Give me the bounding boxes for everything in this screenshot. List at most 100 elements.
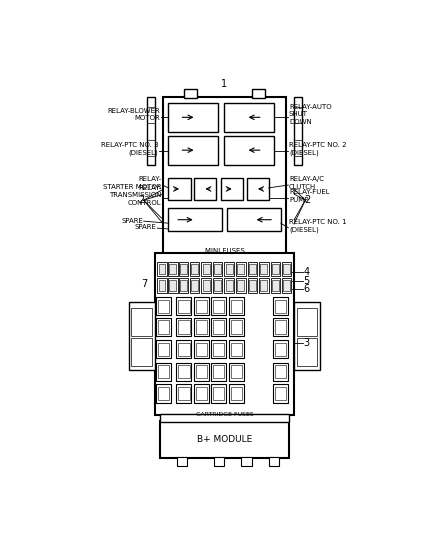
Bar	[229, 363, 244, 381]
Bar	[237, 264, 244, 274]
Bar	[236, 278, 246, 293]
Bar	[294, 97, 302, 165]
Bar	[176, 363, 191, 381]
Bar	[201, 278, 211, 293]
Bar	[169, 208, 222, 231]
Bar	[275, 387, 286, 400]
Bar	[157, 262, 167, 276]
Bar	[180, 264, 187, 274]
Bar	[159, 280, 166, 290]
Bar	[268, 457, 279, 466]
Bar	[196, 343, 207, 356]
Bar	[230, 343, 242, 356]
Text: 2: 2	[304, 195, 311, 205]
Bar	[213, 320, 224, 334]
Bar	[203, 280, 209, 290]
Bar	[259, 262, 268, 276]
Bar	[275, 300, 286, 313]
Bar	[169, 103, 218, 132]
Bar	[168, 262, 178, 276]
Bar	[203, 264, 209, 274]
Bar	[272, 264, 279, 274]
Bar	[160, 421, 289, 458]
Bar	[214, 264, 221, 274]
Bar	[157, 278, 167, 293]
Bar	[275, 365, 286, 378]
Bar	[211, 318, 226, 336]
Bar	[211, 363, 226, 381]
Bar	[184, 88, 197, 98]
Bar	[179, 262, 188, 276]
Bar	[275, 320, 286, 334]
Bar	[273, 340, 288, 358]
Bar	[230, 320, 242, 334]
Bar	[156, 384, 171, 402]
Text: CARTRIDGE FUSES: CARTRIDGE FUSES	[196, 412, 253, 417]
Text: RELAY-FUEL
PUMP: RELAY-FUEL PUMP	[289, 189, 330, 203]
Bar	[261, 280, 267, 290]
Bar	[224, 103, 274, 132]
Bar	[283, 264, 290, 274]
Bar	[226, 280, 233, 290]
Bar	[178, 387, 190, 400]
Bar	[282, 262, 291, 276]
Bar	[261, 264, 267, 274]
Text: RELAY-PTC NO. 3
(DIESEL): RELAY-PTC NO. 3 (DIESEL)	[101, 142, 158, 156]
Bar	[294, 302, 320, 370]
Text: SPARE: SPARE	[135, 224, 156, 230]
Bar	[194, 384, 209, 402]
Text: 1: 1	[222, 79, 227, 88]
Bar	[259, 278, 268, 293]
Bar	[169, 177, 191, 200]
Text: 3: 3	[303, 338, 309, 348]
Text: 4: 4	[303, 266, 309, 277]
Bar	[230, 300, 242, 313]
Bar	[194, 297, 209, 315]
Bar	[190, 278, 199, 293]
Bar	[176, 297, 191, 315]
Bar	[229, 318, 244, 336]
Bar	[275, 343, 286, 356]
Text: 2: 2	[138, 195, 145, 205]
Bar	[147, 97, 155, 165]
Bar	[169, 136, 218, 165]
Bar	[213, 387, 224, 400]
Bar	[194, 363, 209, 381]
Bar	[297, 338, 318, 366]
Bar	[129, 302, 155, 370]
Bar	[297, 308, 318, 336]
Bar	[201, 262, 211, 276]
Bar	[251, 88, 265, 98]
Bar	[249, 264, 256, 274]
Bar	[213, 262, 223, 276]
Bar	[131, 338, 152, 366]
Bar	[158, 300, 169, 313]
Bar	[282, 278, 291, 293]
Bar	[213, 278, 223, 293]
Text: RELAY-
TRANSMISSION
CONTROL: RELAY- TRANSMISSION CONTROL	[109, 185, 162, 206]
Bar	[229, 384, 244, 402]
Bar	[221, 177, 243, 200]
Bar	[179, 278, 188, 293]
Bar	[227, 208, 281, 231]
Bar	[170, 280, 176, 290]
Bar	[213, 365, 224, 378]
Text: 7: 7	[141, 279, 148, 289]
Bar	[224, 262, 234, 276]
Bar	[229, 340, 244, 358]
Bar	[178, 300, 190, 313]
Bar	[211, 384, 226, 402]
Bar	[196, 365, 207, 378]
Text: RELAY-PTC NO. 1
(DIESEL): RELAY-PTC NO. 1 (DIESEL)	[289, 219, 346, 233]
Bar	[214, 457, 224, 466]
Bar	[194, 318, 209, 336]
Bar	[247, 278, 257, 293]
Bar	[170, 264, 176, 274]
Bar	[213, 300, 224, 313]
Bar	[191, 280, 198, 290]
Bar	[178, 320, 190, 334]
Bar	[131, 308, 152, 336]
Bar	[211, 297, 226, 315]
Bar	[214, 280, 221, 290]
Text: RELAY-AUTO
SHUT
DOWN: RELAY-AUTO SHUT DOWN	[289, 104, 332, 125]
